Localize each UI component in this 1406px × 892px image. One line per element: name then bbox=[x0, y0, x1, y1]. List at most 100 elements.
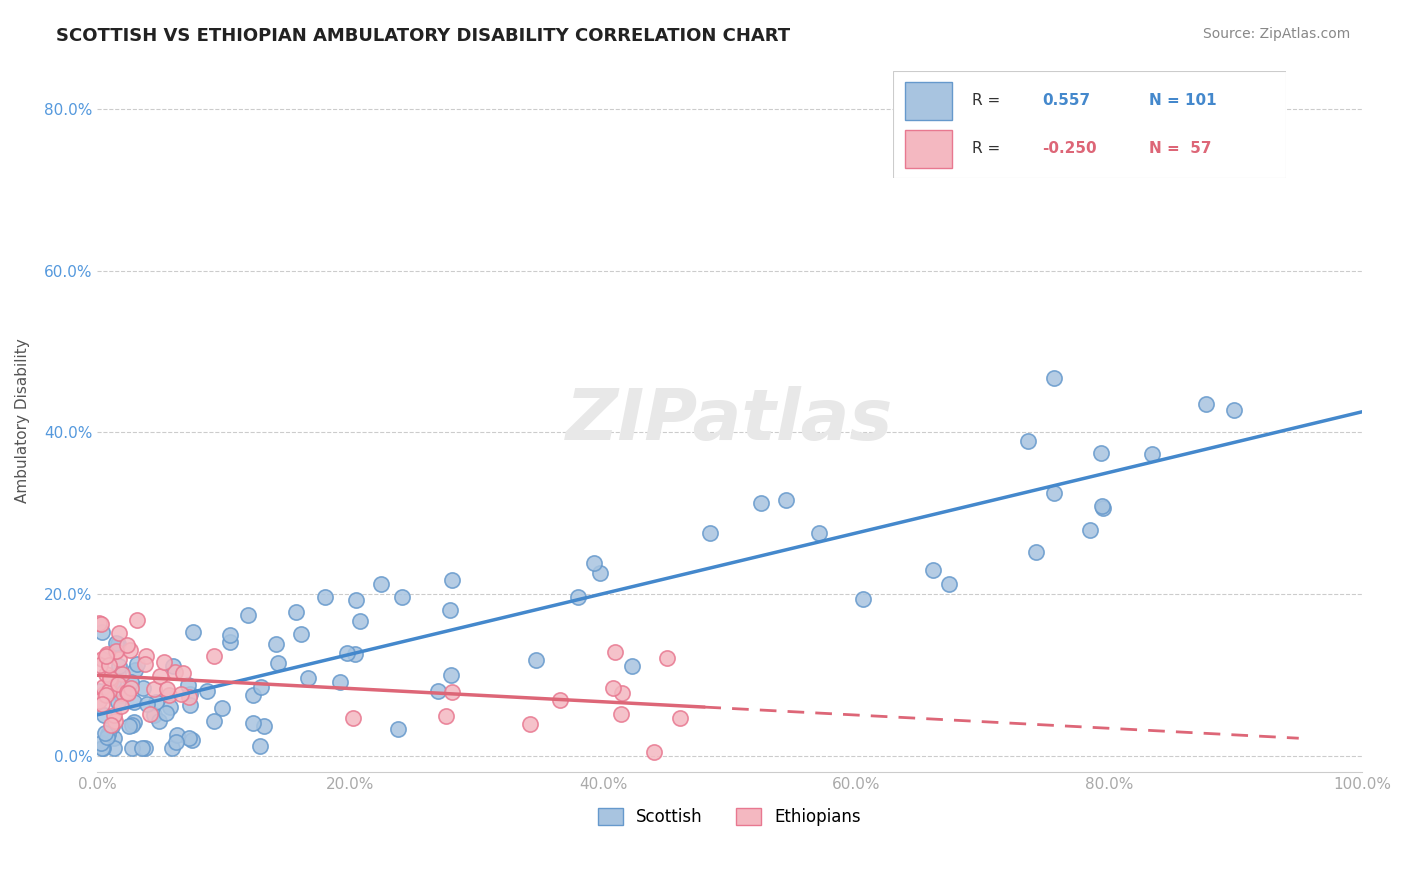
Point bbox=[582, 556, 605, 570]
Point bbox=[852, 592, 875, 607]
Point bbox=[655, 651, 678, 665]
Point bbox=[142, 681, 165, 696]
Point bbox=[107, 625, 129, 640]
Point bbox=[181, 625, 204, 640]
Point bbox=[94, 688, 117, 702]
Text: R =: R = bbox=[972, 93, 1000, 108]
Point bbox=[94, 666, 117, 681]
Point bbox=[1043, 485, 1066, 500]
Point bbox=[105, 636, 128, 650]
Point bbox=[749, 495, 772, 509]
Point bbox=[107, 695, 129, 709]
Point bbox=[132, 681, 155, 696]
Point bbox=[179, 687, 201, 701]
Point bbox=[589, 566, 612, 580]
Point bbox=[603, 645, 626, 659]
Point bbox=[101, 674, 124, 689]
Text: -0.250: -0.250 bbox=[1042, 141, 1097, 156]
Point bbox=[195, 684, 218, 698]
Point bbox=[96, 731, 118, 745]
Point bbox=[548, 693, 571, 707]
Point bbox=[643, 745, 665, 759]
Point bbox=[249, 739, 271, 753]
Point bbox=[125, 657, 148, 672]
Point bbox=[160, 740, 183, 755]
Point bbox=[89, 683, 111, 698]
Point bbox=[170, 687, 193, 701]
FancyBboxPatch shape bbox=[904, 82, 952, 120]
Point bbox=[101, 719, 124, 733]
Text: 0.557: 0.557 bbox=[1042, 93, 1091, 108]
Point bbox=[179, 698, 201, 712]
FancyBboxPatch shape bbox=[904, 130, 952, 168]
Point bbox=[610, 707, 633, 722]
Point bbox=[108, 681, 131, 696]
Point bbox=[238, 607, 260, 622]
Point bbox=[134, 740, 156, 755]
Point bbox=[610, 686, 633, 700]
Point bbox=[91, 740, 114, 755]
Point bbox=[370, 576, 392, 591]
Point bbox=[219, 628, 242, 642]
Point bbox=[519, 716, 541, 731]
Point bbox=[202, 649, 225, 664]
Point bbox=[938, 576, 960, 591]
Point bbox=[1090, 446, 1112, 460]
Point bbox=[107, 677, 129, 691]
Point bbox=[139, 706, 162, 721]
Point bbox=[103, 740, 125, 755]
Point bbox=[1140, 447, 1163, 461]
Point bbox=[100, 717, 122, 731]
Point bbox=[567, 590, 589, 604]
Point bbox=[97, 657, 120, 672]
Point bbox=[90, 616, 112, 631]
Point bbox=[98, 671, 121, 685]
Point bbox=[242, 688, 264, 702]
Point bbox=[1195, 397, 1218, 411]
Point bbox=[1078, 523, 1101, 537]
Point bbox=[118, 719, 141, 733]
Text: Source: ZipAtlas.com: Source: ZipAtlas.com bbox=[1202, 27, 1350, 41]
Point bbox=[94, 649, 117, 664]
Point bbox=[117, 685, 139, 699]
Point bbox=[344, 592, 367, 607]
Point bbox=[439, 602, 461, 616]
Point bbox=[91, 740, 114, 755]
Point bbox=[120, 681, 142, 695]
Point bbox=[922, 564, 945, 578]
Point bbox=[314, 590, 336, 604]
Point bbox=[135, 648, 157, 663]
Text: N = 101: N = 101 bbox=[1149, 93, 1216, 108]
Point bbox=[108, 652, 131, 666]
Point bbox=[440, 573, 463, 587]
Point bbox=[93, 687, 115, 701]
Point bbox=[177, 678, 200, 692]
Point bbox=[267, 656, 290, 670]
Point bbox=[155, 706, 177, 720]
FancyBboxPatch shape bbox=[893, 71, 1286, 178]
Point bbox=[285, 605, 308, 619]
Point bbox=[121, 740, 143, 755]
Point bbox=[342, 711, 364, 725]
Point bbox=[524, 653, 547, 667]
Point bbox=[387, 723, 409, 737]
Point bbox=[264, 637, 287, 651]
Point bbox=[391, 590, 413, 604]
Point bbox=[165, 665, 187, 680]
Point bbox=[124, 663, 146, 677]
Point bbox=[250, 680, 273, 694]
Point bbox=[1017, 434, 1039, 448]
Legend: Scottish, Ethiopians: Scottish, Ethiopians bbox=[589, 799, 869, 834]
Point bbox=[335, 646, 357, 660]
Point bbox=[145, 695, 167, 709]
Point bbox=[90, 624, 112, 639]
Point bbox=[87, 615, 110, 630]
Text: SCOTTISH VS ETHIOPIAN AMBULATORY DISABILITY CORRELATION CHART: SCOTTISH VS ETHIOPIAN AMBULATORY DISABIL… bbox=[56, 27, 790, 45]
Point bbox=[131, 740, 153, 755]
Y-axis label: Ambulatory Disability: Ambulatory Disability bbox=[15, 338, 30, 503]
Point bbox=[107, 637, 129, 651]
Point bbox=[122, 715, 145, 730]
Point bbox=[775, 492, 797, 507]
Point bbox=[602, 681, 624, 696]
Point bbox=[1025, 545, 1047, 559]
